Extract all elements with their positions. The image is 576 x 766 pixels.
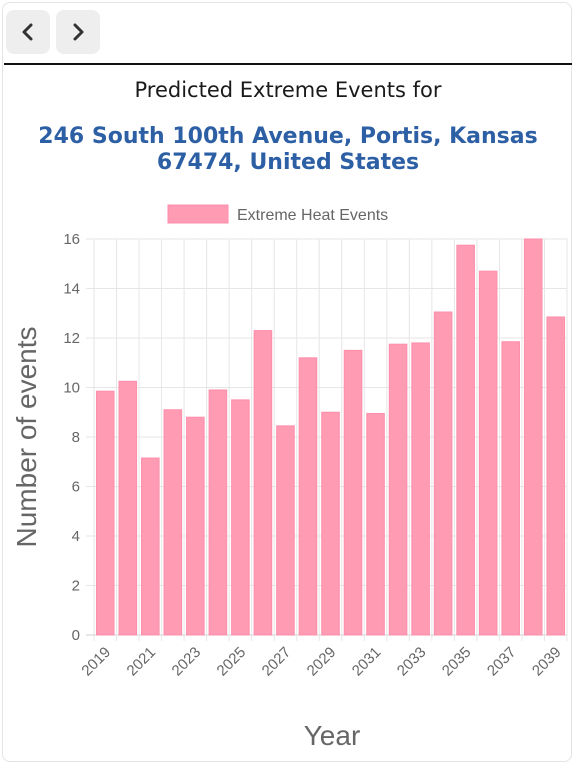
bar-2023 xyxy=(186,416,205,636)
forward-button[interactable] xyxy=(56,10,100,54)
y-tick-label: 8 xyxy=(72,429,80,446)
y-tick-label: 2 xyxy=(72,578,80,595)
x-tick-label: 2031 xyxy=(349,644,385,680)
y-tick-label: 0 xyxy=(72,627,80,644)
x-tick-label: 2039 xyxy=(529,644,565,680)
y-tick-label: 10 xyxy=(63,380,80,397)
bar-2026 xyxy=(253,330,273,636)
page-title: Predicted Extreme Events for xyxy=(134,78,442,102)
bar-2035 xyxy=(456,244,475,636)
bar-2022 xyxy=(163,409,183,636)
nav-buttons xyxy=(6,10,100,54)
chevron-right-icon xyxy=(73,23,84,41)
y-tick-label: 12 xyxy=(63,330,80,347)
bar-2031 xyxy=(366,412,385,636)
bar-2036 xyxy=(478,270,498,636)
bar-2027 xyxy=(276,425,295,636)
header-divider xyxy=(4,63,572,65)
bar-2028 xyxy=(298,357,318,636)
y-tick-label: 6 xyxy=(72,479,80,496)
x-tick-label: 2027 xyxy=(259,644,295,680)
bar-2038 xyxy=(523,238,543,636)
x-tick-label: 2023 xyxy=(169,644,205,680)
bar-2025 xyxy=(231,399,250,636)
back-button[interactable] xyxy=(6,10,50,54)
x-tick-label: 2021 xyxy=(124,644,160,680)
bar-2037 xyxy=(501,341,520,636)
bar-2033 xyxy=(411,342,430,636)
bar-2039 xyxy=(546,316,566,636)
bar-2020 xyxy=(118,380,138,636)
x-tick-label: 2033 xyxy=(394,644,430,680)
y-tick-label: 14 xyxy=(63,281,80,298)
x-tick-label: 2025 xyxy=(214,644,250,680)
bar-2019 xyxy=(95,390,115,636)
x-tick-label: 2029 xyxy=(304,644,340,680)
bar-2024 xyxy=(208,389,228,636)
y-tick-label: 16 xyxy=(63,231,80,248)
chevron-left-icon xyxy=(22,23,33,41)
bar-2030 xyxy=(343,349,363,636)
bar-2029 xyxy=(321,411,340,636)
bar-2032 xyxy=(388,343,408,636)
x-tick-label: 2037 xyxy=(484,644,520,680)
x-tick-label: 2019 xyxy=(78,644,114,680)
location-address: 246 South 100th Avenue, Portis, Kansas 6… xyxy=(38,124,538,175)
y-axis-title: Number of events xyxy=(11,327,42,548)
x-axis-title: Year xyxy=(304,720,361,751)
bar-2021 xyxy=(141,457,160,636)
y-tick-label: 4 xyxy=(72,528,80,545)
legend-label: Extreme Heat Events xyxy=(237,207,388,224)
x-tick-label: 2035 xyxy=(439,644,475,680)
bar-2034 xyxy=(433,311,453,636)
legend-swatch xyxy=(167,204,229,224)
